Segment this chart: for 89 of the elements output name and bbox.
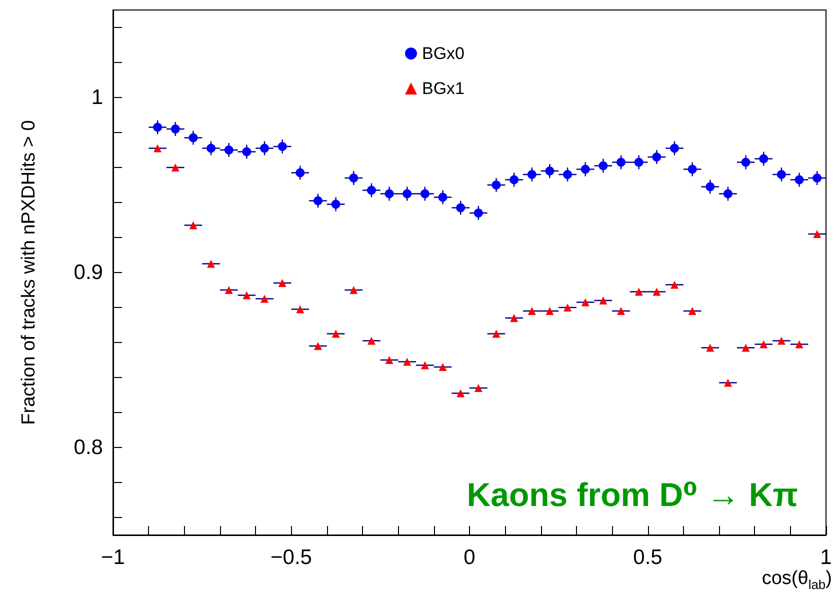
point <box>528 307 536 315</box>
x-tick-label: −1 <box>101 546 125 569</box>
point <box>474 384 482 392</box>
point <box>563 170 572 179</box>
point <box>171 164 180 172</box>
point <box>634 158 644 167</box>
point <box>420 361 429 370</box>
point <box>153 122 162 132</box>
point <box>242 291 251 300</box>
point <box>546 307 554 315</box>
point <box>545 166 554 176</box>
point <box>510 314 518 322</box>
y-axis-title: Fraction of tracks with nPXDHits > 0 <box>18 120 40 425</box>
y-tick-label: 0.8 <box>74 436 103 459</box>
point <box>581 298 590 306</box>
point <box>385 356 394 364</box>
point <box>580 164 590 174</box>
point <box>242 147 252 156</box>
point <box>402 189 412 198</box>
point <box>366 186 376 195</box>
legend-label: BGx0 <box>422 44 465 63</box>
point <box>224 286 233 294</box>
point <box>706 182 715 192</box>
point <box>670 144 679 153</box>
point <box>527 170 536 179</box>
point <box>349 174 358 182</box>
x-tick-label: 0.5 <box>633 546 662 569</box>
point <box>652 152 662 162</box>
point <box>278 142 287 151</box>
point <box>670 280 678 289</box>
point <box>564 304 572 312</box>
point <box>154 144 162 152</box>
point <box>688 307 696 315</box>
point <box>724 378 732 387</box>
point <box>456 389 465 398</box>
point <box>313 196 322 206</box>
point <box>456 203 466 212</box>
point <box>616 158 626 167</box>
point <box>510 175 519 184</box>
point <box>188 133 198 142</box>
point <box>474 208 483 218</box>
point <box>776 170 786 179</box>
annotation: Kaons from D⁰ → Kπ <box>466 476 798 513</box>
point <box>350 286 358 294</box>
point <box>812 174 822 182</box>
point <box>224 146 234 154</box>
point <box>260 294 269 303</box>
point <box>688 164 697 174</box>
point <box>314 342 322 350</box>
point <box>367 336 376 345</box>
point <box>652 288 661 296</box>
point <box>331 200 340 209</box>
point <box>795 340 804 348</box>
point <box>742 344 750 352</box>
point <box>492 330 500 338</box>
point <box>777 336 786 345</box>
point <box>438 192 448 202</box>
legend-label: BGx1 <box>422 79 465 98</box>
point <box>599 296 608 304</box>
point <box>706 344 714 352</box>
point <box>332 330 340 338</box>
point <box>403 358 412 366</box>
point <box>598 161 608 170</box>
point <box>617 307 626 315</box>
point <box>420 189 430 198</box>
y-tick-label: 1 <box>91 86 103 109</box>
point <box>170 124 180 134</box>
point <box>760 340 768 348</box>
point <box>278 279 286 287</box>
point <box>384 189 394 198</box>
point <box>723 189 732 198</box>
x-tick-label: 1 <box>820 546 832 569</box>
point <box>634 288 643 296</box>
point <box>492 180 501 190</box>
y-tick-label: 0.9 <box>74 261 103 284</box>
point <box>794 175 804 184</box>
point <box>759 154 768 164</box>
point <box>207 260 216 268</box>
point <box>438 363 447 371</box>
point <box>296 168 305 178</box>
x-tick-label: −0.5 <box>270 546 312 569</box>
x-axis-title: cos(θ$_{lab}$) <box>762 568 832 592</box>
point <box>813 230 822 238</box>
point <box>741 158 750 167</box>
point <box>296 305 304 314</box>
point <box>189 221 198 230</box>
point <box>260 144 270 153</box>
x-tick-label: 0 <box>464 546 476 569</box>
point <box>206 144 216 153</box>
